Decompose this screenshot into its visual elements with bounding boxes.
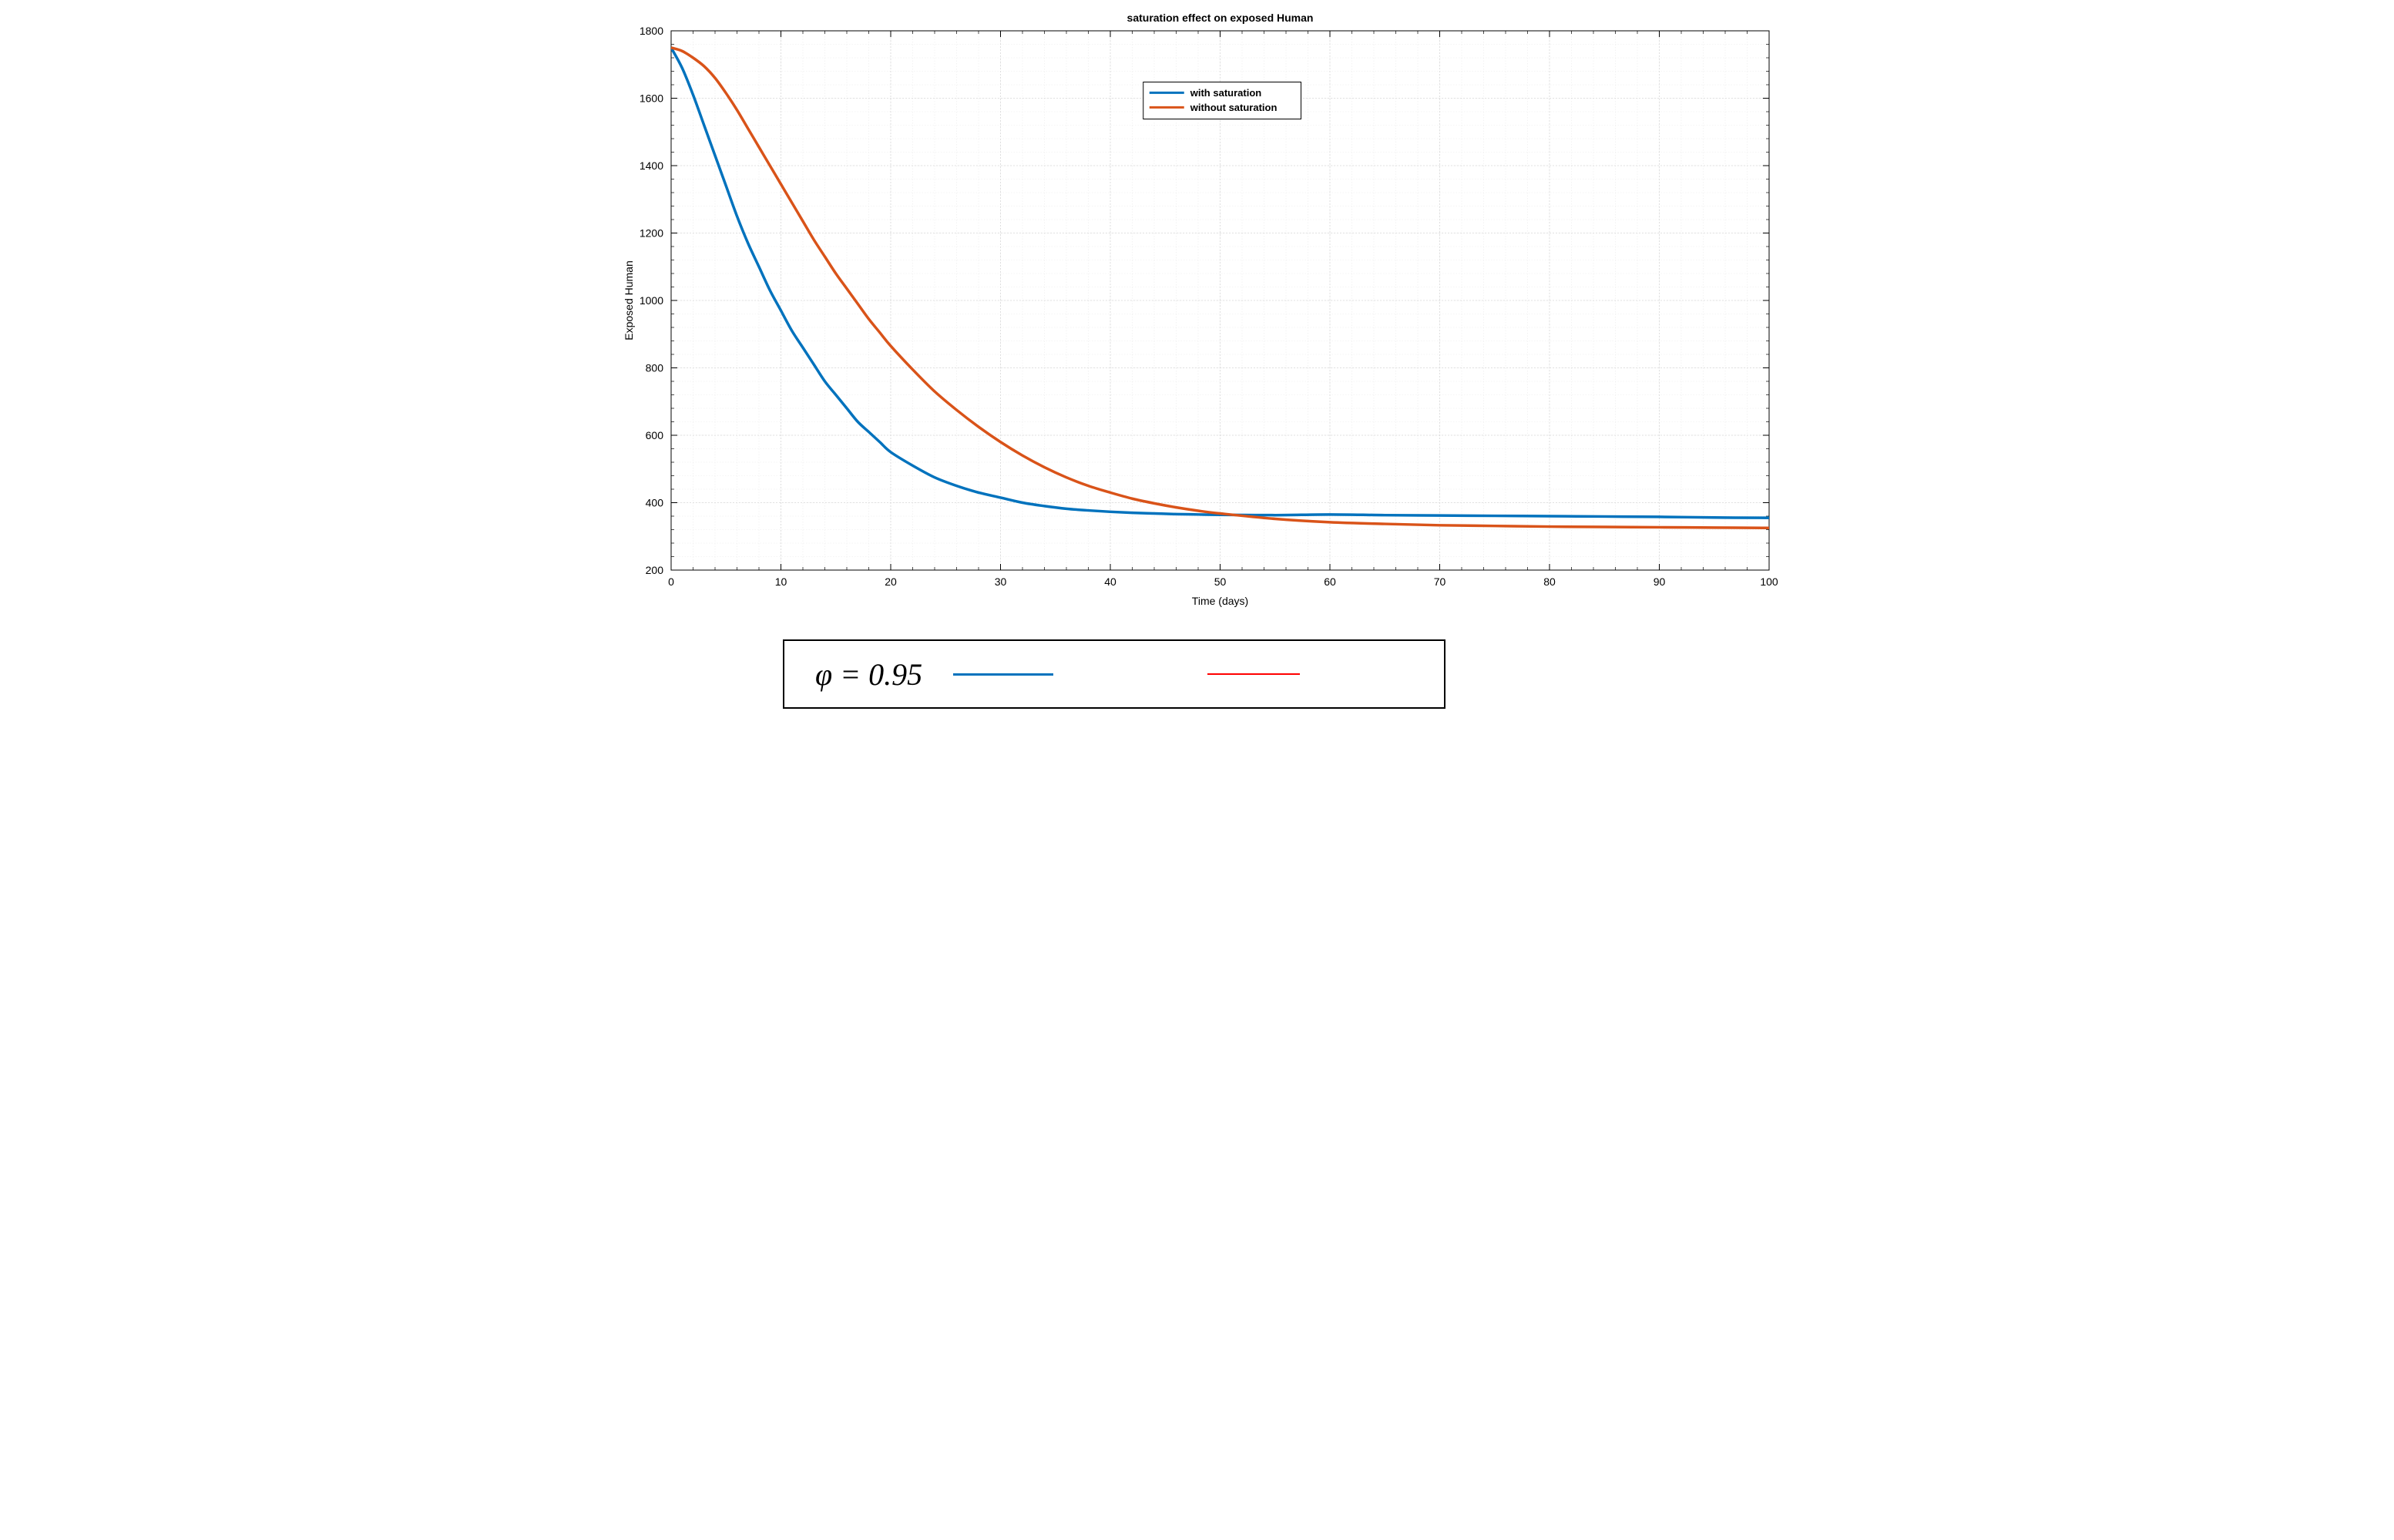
svg-text:1000: 1000 [640,294,663,307]
svg-text:400: 400 [646,497,664,509]
svg-text:20: 20 [885,575,897,588]
svg-text:saturation effect on exposed H: saturation effect on exposed Human [1127,12,1314,24]
svg-text:600: 600 [646,429,664,441]
svg-text:Exposed Human: Exposed Human [623,260,635,341]
svg-text:1200: 1200 [640,227,663,240]
svg-text:200: 200 [646,564,664,576]
svg-text:Time (days): Time (days) [1192,595,1248,607]
svg-text:80: 80 [1543,575,1556,588]
chart-svg: 0 10 20 30 40 50 60 70 80 90 100 200 400 600 800 1000 12… [613,8,1781,616]
svg-text:with saturation: with saturation [1190,87,1262,99]
svg-text:1400: 1400 [640,159,663,172]
svg-text:60: 60 [1324,575,1336,588]
svg-text:without saturation: without saturation [1190,102,1278,113]
chart-container: 0 10 20 30 40 50 60 70 80 90 100 200 400 600 800 1000 12… [613,8,1781,616]
page-root: 0 10 20 30 40 50 60 70 80 90 100 200 400 600 800 1000 12… [598,0,1796,770]
bottom-legend-box: φ = 0.95 [783,639,1445,709]
legend-line-blue [953,673,1053,676]
svg-text:100: 100 [1760,575,1778,588]
svg-text:1600: 1600 [640,92,663,105]
svg-text:0: 0 [668,575,674,588]
svg-text:40: 40 [1104,575,1116,588]
svg-text:30: 30 [995,575,1007,588]
phi-label: φ = 0.95 [815,656,922,693]
svg-text:90: 90 [1654,575,1666,588]
svg-text:1800: 1800 [640,25,663,37]
svg-text:10: 10 [775,575,787,588]
svg-text:50: 50 [1214,575,1227,588]
legend-line-red [1207,673,1300,675]
svg-text:800: 800 [646,362,664,374]
svg-text:70: 70 [1434,575,1446,588]
